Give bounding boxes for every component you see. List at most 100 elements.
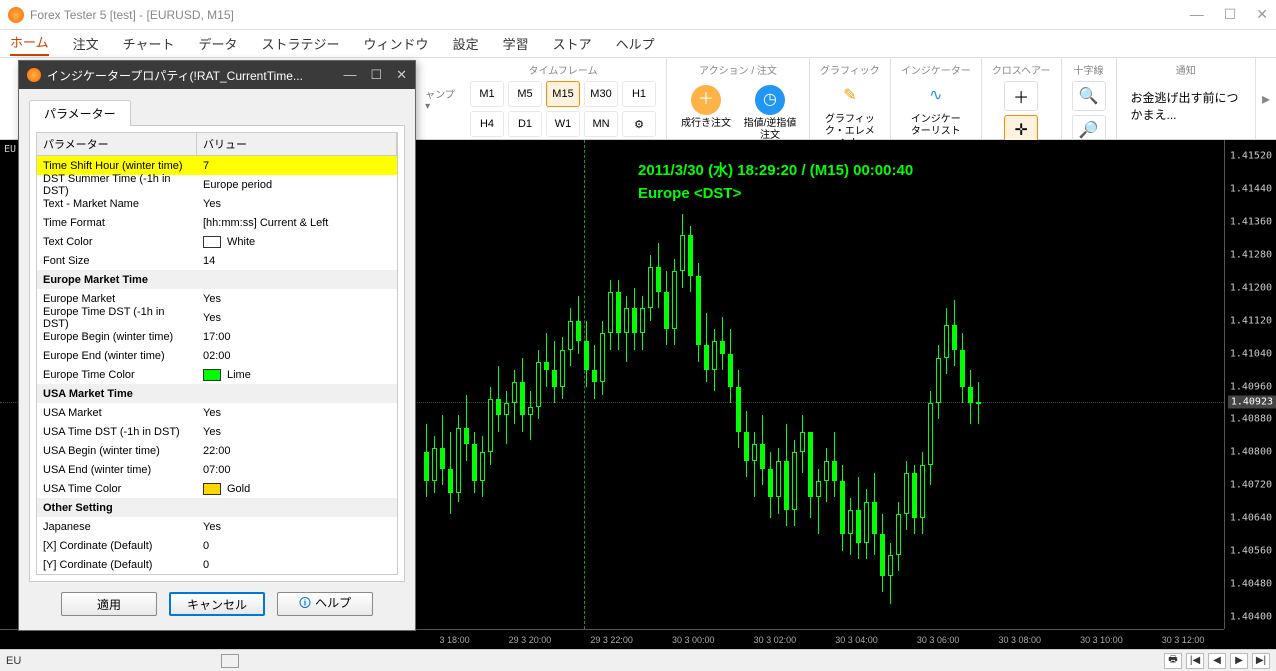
param-row[interactable]: USA End (winter time)07:00: [37, 460, 397, 479]
timeframe-settings-icon[interactable]: ⚙: [622, 111, 656, 137]
dialog-titlebar[interactable]: インジケータープロパティ(!RAT_CurrentTime... — ☐ ✕: [19, 61, 415, 89]
param-row[interactable]: Europe Begin (winter time)17:00: [37, 327, 397, 346]
param-key: Text - Market Name: [37, 194, 197, 213]
timeframe-H4[interactable]: H4: [470, 111, 504, 137]
param-row[interactable]: USA Market Time: [37, 384, 397, 403]
cancel-button[interactable]: キャンセル: [169, 592, 265, 616]
timeframe-H1[interactable]: H1: [622, 81, 656, 107]
indicator-list-button[interactable]: ∿インジケーターリスト: [907, 81, 965, 138]
menu-item-1[interactable]: 注文: [73, 34, 99, 53]
param-key: Europe End (winter time): [37, 346, 197, 365]
timeframe-M15[interactable]: M15: [546, 81, 580, 107]
crosshair-group: クロスヘアー ＋ ✛: [982, 58, 1062, 139]
param-value[interactable]: Yes: [197, 289, 397, 308]
dialog-minimize-button[interactable]: —: [343, 67, 356, 83]
param-row[interactable]: Europe Time ColorLime: [37, 365, 397, 384]
grid-col-param: パラメーター: [37, 133, 197, 156]
dialog-close-button[interactable]: ✕: [396, 67, 407, 83]
param-row[interactable]: Text - Market NameYes: [37, 194, 397, 213]
param-value[interactable]: 14: [197, 251, 397, 270]
market-order-button[interactable]: ＋成行き注文: [677, 85, 735, 142]
param-value[interactable]: Europe period: [197, 175, 397, 194]
param-value[interactable]: 07:00: [197, 460, 397, 479]
param-value[interactable]: Gold: [197, 479, 397, 498]
menu-item-7[interactable]: 学習: [503, 34, 529, 53]
param-value[interactable]: Yes: [197, 194, 397, 213]
help-button[interactable]: 🛈ヘルプ: [277, 592, 373, 616]
dialog-maximize-button[interactable]: ☐: [370, 67, 382, 83]
param-key: USA End (winter time): [37, 460, 197, 479]
y-tick: 1.41440: [1230, 184, 1272, 195]
param-value[interactable]: White: [197, 232, 397, 251]
param-value[interactable]: Yes: [197, 517, 397, 536]
param-key: [Y] Cordinate (Default): [37, 555, 197, 574]
param-value[interactable]: 02:00: [197, 346, 397, 365]
param-row[interactable]: [X] Cordinate (Default)0: [37, 536, 397, 555]
param-value[interactable]: [hh:mm:ss] Current & Left: [197, 213, 397, 232]
minimize-button[interactable]: —: [1190, 6, 1204, 23]
timeframe-D1[interactable]: D1: [508, 111, 542, 137]
param-row[interactable]: Europe End (winter time)02:00: [37, 346, 397, 365]
param-value[interactable]: 0: [197, 536, 397, 555]
parameters-grid[interactable]: パラメーター バリュー Time Shift Hour (winter time…: [36, 132, 398, 575]
market-order-label: 成行き注文: [681, 118, 731, 130]
crosshair-simple-button[interactable]: ＋: [1004, 81, 1038, 111]
status-prev-button[interactable]: ◀: [1208, 653, 1226, 669]
ribbon-right-arrow[interactable]: ▸: [1256, 58, 1276, 139]
status-print-icon[interactable]: 🖶: [1164, 653, 1182, 669]
apply-button[interactable]: 適用: [61, 592, 157, 616]
param-row[interactable]: Time Format[hh:mm:ss] Current & Left: [37, 213, 397, 232]
status-next-button[interactable]: ▶: [1230, 653, 1248, 669]
maximize-button[interactable]: ☐: [1224, 6, 1237, 23]
param-row[interactable]: USA Begin (winter time)22:00: [37, 441, 397, 460]
param-value[interactable]: Yes: [197, 403, 397, 422]
zoom-in-button[interactable]: 🔍: [1072, 81, 1106, 111]
tab-parameters[interactable]: パラメーター: [29, 100, 131, 126]
param-row[interactable]: Font Size14: [37, 251, 397, 270]
pending-order-button[interactable]: ◷指値/逆指値注文: [741, 85, 799, 142]
param-value[interactable]: Yes: [197, 422, 397, 441]
menu-item-4[interactable]: ストラテジー: [262, 34, 340, 53]
menu-item-6[interactable]: 設定: [453, 34, 479, 53]
param-value[interactable]: 22:00: [197, 441, 397, 460]
param-row[interactable]: USA Time DST (-1h in DST)Yes: [37, 422, 397, 441]
param-row[interactable]: Europe Market Time: [37, 270, 397, 289]
status-last-button[interactable]: ▶|: [1252, 653, 1270, 669]
menu-item-2[interactable]: チャート: [123, 34, 175, 53]
param-value[interactable]: Lime: [197, 365, 397, 384]
y-tick: 1.40400: [1230, 611, 1272, 622]
menu-item-0[interactable]: ホーム: [10, 32, 49, 56]
y-tick: 1.40720: [1230, 480, 1272, 491]
param-row[interactable]: [Y] Cordinate (Default)0: [37, 555, 397, 574]
close-button[interactable]: ✕: [1256, 6, 1268, 23]
menu-item-5[interactable]: ウィンドウ: [364, 34, 429, 53]
y-tick: 1.41360: [1230, 217, 1272, 228]
param-row[interactable]: JapaneseYes: [37, 517, 397, 536]
param-value[interactable]: 17:00: [197, 327, 397, 346]
param-row[interactable]: DST Summer Time (-1h in DST)Europe perio…: [37, 175, 397, 194]
param-row[interactable]: USA MarketYes: [37, 403, 397, 422]
param-value[interactable]: 7: [197, 156, 397, 175]
menu-item-3[interactable]: データ: [199, 34, 238, 53]
y-tick: 1.40480: [1230, 578, 1272, 589]
param-row[interactable]: USA Time ColorGold: [37, 479, 397, 498]
timeframe-M1[interactable]: M1: [470, 81, 504, 107]
timeframe-M5[interactable]: M5: [508, 81, 542, 107]
param-key: USA Begin (winter time): [37, 441, 197, 460]
menu-item-8[interactable]: ストア: [553, 34, 592, 53]
graphic-label: グラフィック: [820, 62, 880, 77]
indicator-properties-dialog: インジケータープロパティ(!RAT_CurrentTime... — ☐ ✕ パ…: [18, 60, 416, 631]
param-row[interactable]: Europe Time DST (-1h in DST)Yes: [37, 308, 397, 327]
chart-y-axis: 1.415201.414401.413601.412801.412001.411…: [1224, 140, 1276, 629]
param-key: Europe Begin (winter time): [37, 327, 197, 346]
param-row[interactable]: Text ColorWhite: [37, 232, 397, 251]
timeframe-W1[interactable]: W1: [546, 111, 580, 137]
timeframe-MN[interactable]: MN: [584, 111, 618, 137]
price-current-box: 1.40923: [1228, 395, 1276, 408]
param-value[interactable]: 0: [197, 555, 397, 574]
param-value[interactable]: Yes: [197, 308, 397, 327]
menu-item-9[interactable]: ヘルプ: [616, 34, 655, 53]
param-row[interactable]: Other Setting: [37, 498, 397, 517]
status-first-button[interactable]: |◀: [1186, 653, 1204, 669]
timeframe-M30[interactable]: M30: [584, 81, 618, 107]
